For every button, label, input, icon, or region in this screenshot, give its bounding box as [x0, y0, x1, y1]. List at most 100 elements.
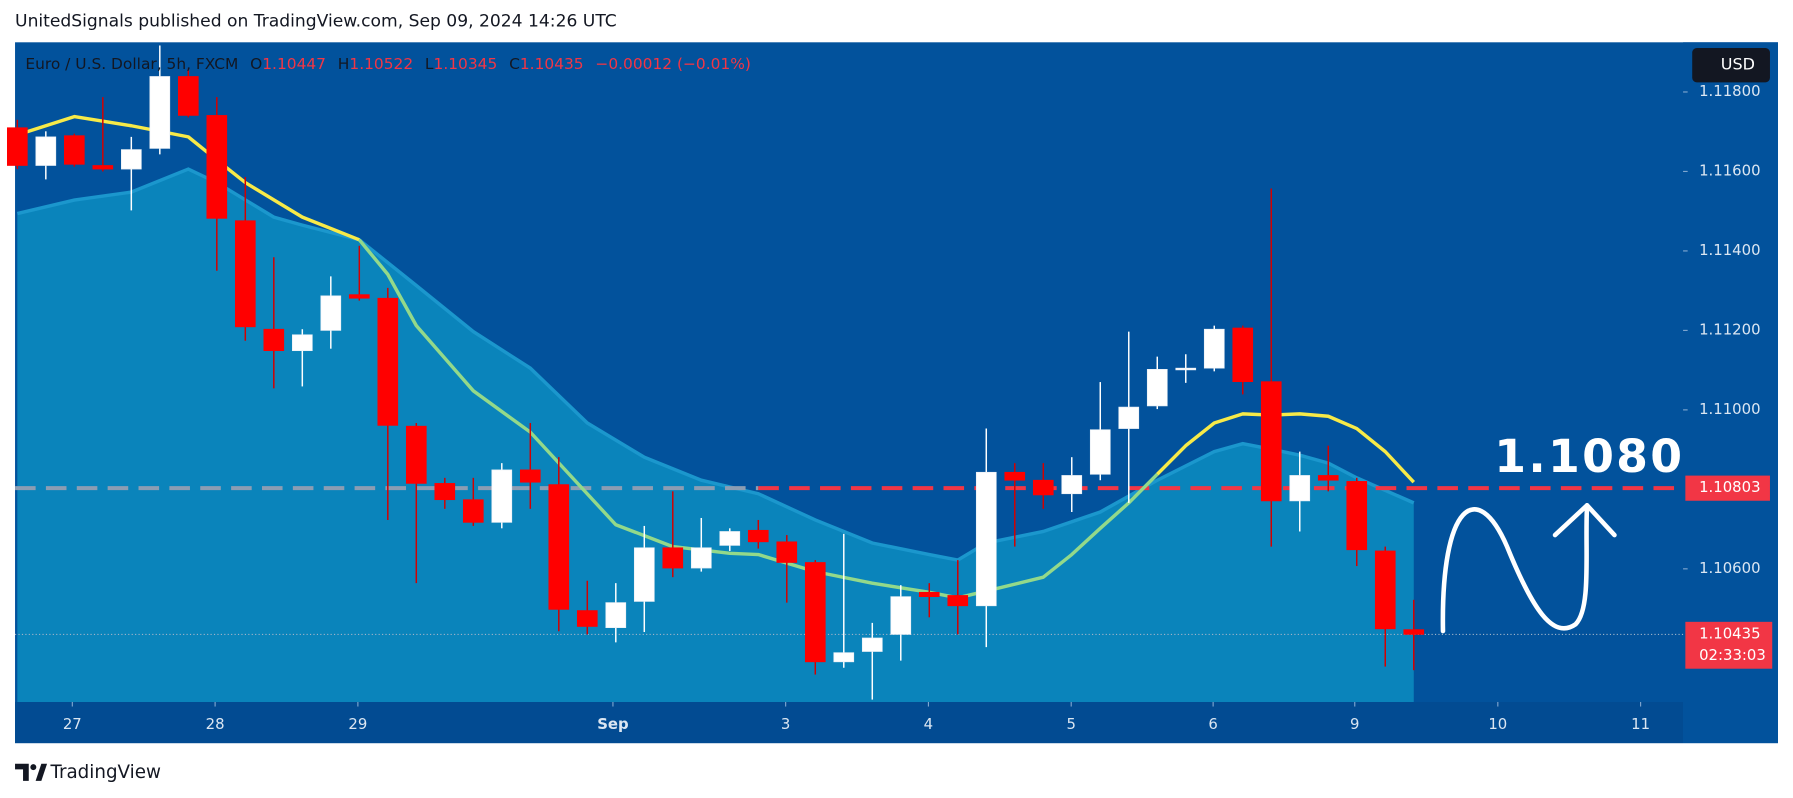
y-tick-label: 1.11400: [1699, 241, 1760, 259]
candle-body: [234, 220, 256, 328]
candle-body: [1089, 429, 1111, 475]
candle-body: [633, 547, 655, 602]
time-axis: [15, 701, 1684, 744]
candle-body: [918, 591, 940, 598]
countdown: 02:33:03: [1699, 646, 1766, 664]
candle-body: [64, 135, 85, 165]
candle-body: [861, 637, 883, 652]
last-price-box: [1685, 621, 1773, 669]
candle-body: [947, 595, 969, 607]
x-tick-label: 10: [1488, 715, 1507, 733]
x-tick-label: 27: [63, 715, 82, 733]
candle-body: [1032, 479, 1054, 496]
candle-body: [747, 529, 769, 543]
brand-name: TradingView: [49, 762, 161, 783]
candle-body: [462, 499, 484, 523]
candle-body: [1260, 381, 1282, 502]
currency-button[interactable]: [1692, 48, 1770, 83]
candle-body: [177, 76, 199, 116]
candle-body: [92, 165, 114, 170]
candle-body: [776, 541, 798, 563]
overlay: 1.1080 USD Euro / U.S. Dollar, 5h, FXCM …: [25, 48, 1770, 634]
plot-area: 1.11800 1.11600 1.11400 1.11200 1.11000 1.106…: [7, 45, 1773, 733]
candle-body: [833, 652, 855, 663]
annotation-arrowhead: [1552, 503, 1617, 538]
legend-value: 1.10447: [262, 55, 326, 73]
candle-body: [320, 295, 342, 331]
candle-body: [975, 471, 997, 607]
annotation-curve: [1440, 503, 1590, 634]
candle-body: [434, 483, 456, 501]
last-price-label: 1.10435: [1699, 624, 1760, 642]
legend-key: L: [425, 55, 434, 73]
candle-body: [1061, 475, 1083, 495]
candle-body: [291, 334, 313, 352]
candle-body: [1203, 328, 1225, 369]
candle-body: [890, 596, 912, 635]
x-tick-label: 29: [348, 715, 367, 733]
candle-body: [519, 469, 541, 483]
candle-body: [576, 610, 598, 627]
candle-body: [719, 531, 741, 546]
band-edge: [16, 167, 1415, 562]
attribution: UnitedSignals published on TradingView.c…: [15, 12, 617, 32]
moving-average: [16, 114, 360, 242]
candle-body: [804, 562, 826, 663]
x-tick-label: 4: [924, 715, 933, 733]
currency-label: USD: [1721, 55, 1755, 74]
candle-body: [491, 469, 513, 523]
candle-body: [1289, 475, 1311, 502]
candle-body: [206, 115, 228, 219]
candle-body: [377, 297, 399, 426]
y-tick-label: 1.11600: [1699, 161, 1760, 179]
legend-value: 1.10435: [520, 55, 584, 73]
legend-key: H: [338, 55, 350, 73]
y-tick-label: 1.11000: [1699, 400, 1760, 418]
legend-value: 1.10345: [434, 55, 498, 73]
legend-value: 1.10522: [349, 55, 413, 73]
legend-key: O: [250, 55, 262, 73]
candle-body: [1004, 471, 1026, 481]
symbol: Euro / U.S. Dollar, 5h, FXCM: [25, 55, 238, 73]
candle-body: [35, 136, 57, 166]
candle-body: [1317, 475, 1339, 481]
legend: Euro / U.S. Dollar, 5h, FXCM O1.10447 H1…: [25, 55, 751, 73]
x-tick-label: Sep: [597, 715, 628, 733]
x-tick-label: 28: [206, 715, 225, 733]
candle-body: [1146, 369, 1168, 407]
x-tick-label: 9: [1350, 715, 1359, 733]
candle-body: [263, 328, 285, 352]
candle-body: [1118, 406, 1140, 429]
annotation-text: 1.1080: [1494, 430, 1684, 483]
candle-body: [7, 127, 28, 166]
x-tick-label: 3: [781, 715, 790, 733]
candle-body: [120, 149, 142, 170]
candle-body: [1175, 367, 1197, 371]
candle-body: [605, 602, 627, 628]
candle-body: [1232, 327, 1254, 383]
y-tick-label: 1.11800: [1699, 82, 1760, 100]
candle-body: [1403, 629, 1425, 635]
level-label: 1.10803: [1699, 478, 1760, 496]
band-area: [17, 169, 1414, 702]
candle-body: [548, 484, 570, 610]
candle-body: [149, 76, 171, 149]
x-tick-label: 5: [1066, 715, 1075, 733]
candle-body: [348, 294, 370, 299]
moving-average: [1156, 412, 1416, 484]
x-tick-label: 11: [1631, 715, 1650, 733]
y-tick-label: 1.11200: [1699, 320, 1760, 338]
candle-body: [662, 547, 684, 569]
level-label-box: [1685, 475, 1770, 501]
brand-logo: [15, 763, 48, 781]
change: −0.00012 (−0.01%): [595, 55, 751, 73]
candle-body: [405, 425, 427, 484]
candle-body: [1374, 550, 1396, 630]
legend-key: C: [509, 55, 520, 73]
candle-body: [690, 547, 712, 569]
y-tick-label: 1.10600: [1699, 559, 1760, 577]
candle-body: [1346, 481, 1368, 551]
x-tick-label: 6: [1208, 715, 1217, 733]
